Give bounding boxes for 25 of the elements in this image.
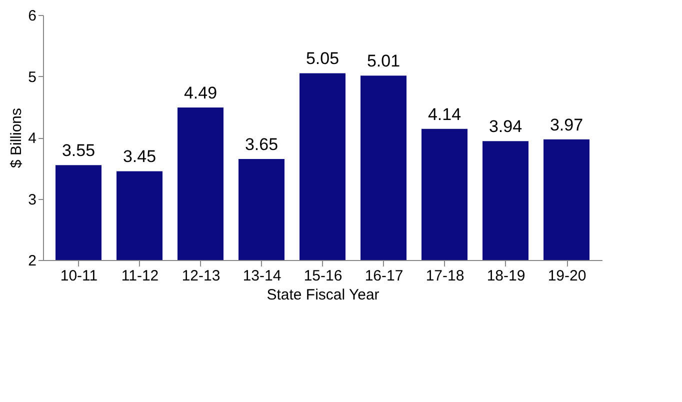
data-label: 3.55 [62,141,96,160]
data-label: 3.65 [244,134,278,154]
y-tick-label: 4 [28,130,36,147]
data-label: 5.01 [366,52,400,71]
data-label: 3.94 [488,117,522,136]
x-tick-label: 13-14 [242,268,282,284]
data-label: 5.05 [306,49,340,68]
data-label: 3.97 [550,115,584,134]
x-tick-label: 16-17 [364,268,404,284]
x-tick-label: 19-20 [548,268,586,284]
y-tick-label: 6 [28,8,36,24]
x-tick-label: 17-18 [426,268,464,284]
data-label: 4.14 [428,104,462,124]
x-tick-label: 18-19 [486,268,526,284]
data-label: 3.45 [122,147,156,166]
data-label: 4.49 [184,83,218,102]
y-tick-label: 3 [28,191,36,208]
x-tick-label: 10-11 [60,268,98,284]
y-axis-title: $ Billions [8,108,26,168]
x-tick-label: 11-12 [121,268,159,284]
x-tick-label: 12-13 [182,268,220,284]
y-tick-label: 5 [28,68,36,86]
y-tick-label: 2 [28,252,36,270]
x-tick-label: 15-16 [304,268,342,284]
x-axis-title: State Fiscal Year [266,286,380,304]
